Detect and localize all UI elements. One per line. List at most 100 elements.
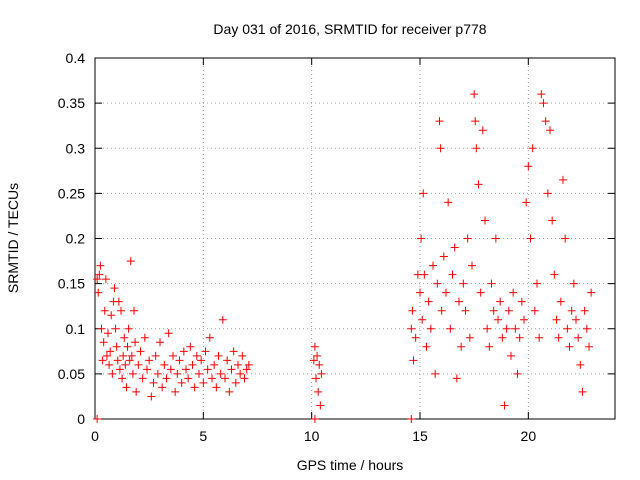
data-point [526,234,535,243]
data-point [546,126,554,135]
data-point [231,378,240,387]
y-tick-label: 0.05 [58,366,85,382]
data-point [435,117,444,126]
data-point [149,378,158,387]
data-point [309,356,318,365]
data-point [317,369,326,378]
data-point [524,162,533,171]
data-point [143,365,151,374]
data-point [563,324,572,333]
data-point [240,374,249,383]
data-point [186,342,195,351]
data-point [528,144,537,153]
data-point [190,383,199,392]
data-point [457,342,466,351]
data-point [173,369,182,378]
data-point [164,329,173,338]
data-point [197,356,206,365]
data-point [504,306,513,315]
data-point [106,347,115,356]
data-point [509,288,518,297]
data-point [201,347,210,356]
data-point [502,324,511,333]
data-point [138,374,147,383]
data-point [229,347,238,356]
data-point [101,275,110,284]
data-point [244,360,253,369]
data-point [130,306,138,315]
data-point [574,333,583,342]
data-point [448,270,457,279]
data-point [104,329,112,338]
data-point [569,279,578,288]
y-tick-label: 0.35 [58,95,85,111]
data-point [491,234,500,243]
data-point [485,342,494,351]
data-point [221,374,229,383]
data-point [420,270,429,279]
data-point [107,311,116,320]
data-point [580,306,589,315]
data-point [424,297,433,306]
data-point [310,415,319,423]
data-point [94,288,103,297]
data-point [483,324,492,333]
data-point [121,360,130,369]
data-point [472,144,481,153]
data-point [310,342,319,351]
data-point [316,401,325,410]
x-tick-label: 5 [199,428,207,444]
data-point [156,338,164,347]
data-point [550,270,559,279]
data-point [153,369,162,378]
data-point [105,360,114,369]
data-point [147,392,156,401]
data-point [208,374,216,383]
data-point [238,351,247,360]
data-point [119,351,128,360]
data-point [543,189,552,198]
data-point [576,360,585,369]
data-point [418,315,427,324]
data-point [489,306,498,315]
data-point [408,306,417,315]
data-point [312,374,320,383]
data-point [572,315,580,324]
data-point [468,261,476,270]
data-point [541,117,550,126]
x-tick-label: 0 [91,428,99,444]
data-point [212,383,221,392]
x-tick-label: 20 [521,428,537,444]
data-point [463,234,472,243]
data-point [177,378,186,387]
data-point [548,216,557,225]
data-point [494,315,502,324]
data-point [96,261,105,270]
data-point [578,387,587,396]
data-point [461,306,470,315]
data-point [205,333,214,342]
data-point [535,333,544,342]
data-point [426,324,435,333]
data-point [561,234,570,243]
data-point [125,356,134,365]
data-point [585,342,593,351]
data-point [439,252,448,261]
data-point [314,387,323,396]
data-point [132,387,141,396]
data-point [182,365,190,374]
data-point [216,369,225,378]
data-point [500,401,509,410]
data-point [223,356,232,365]
data-point [444,198,453,207]
data-point [407,415,416,423]
data-point [474,180,483,189]
data-point [511,324,520,333]
data-point [554,333,563,342]
data-point [450,243,459,252]
data-point [93,275,102,284]
data-point [166,365,175,374]
data-point [102,351,111,360]
data-point [315,360,324,369]
